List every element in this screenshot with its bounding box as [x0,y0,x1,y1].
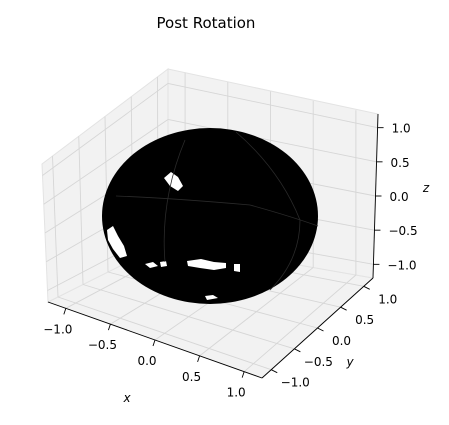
y-tick-1 [294,348,301,353]
x-tick-2 [152,339,156,347]
x-tick-1 [107,324,111,331]
sphere-wire-arc-1 [163,139,186,263]
sphere-surface [102,128,319,304]
highlight-patch-5 [234,264,240,272]
x-tick-0 [63,308,67,315]
x-tick-4 [241,371,245,378]
sphere-wire-arc-2 [235,131,301,291]
x-tick-label-1: −0.5 [88,338,117,352]
z-axis-label: z [422,181,430,195]
z-tick-label-4: 1.0 [392,122,411,136]
z-tick-label-1: −0.5 [388,224,417,238]
y-axis-label: y [345,355,354,369]
highlight-patch-4 [187,259,226,270]
y-grid-line-wall-0 [52,156,59,298]
y-grid-line-wall-1 [78,136,84,285]
sphere-body [102,128,318,304]
y-tick-2 [317,327,324,332]
z-tick-label-3: 0.5 [391,156,410,170]
sphere-wire-arc-0 [115,195,319,227]
z-tick-label-0: −1.0 [387,258,416,272]
x-axis-label: x [122,391,131,405]
z-grid-line-back-3 [167,119,377,163]
tick-marks [63,127,384,378]
x-tick-3 [197,355,201,362]
highlight-patch-1 [107,226,127,258]
z-tick-label-2: 0.0 [390,190,409,204]
y-tick-3 [340,306,347,311]
sphere-highlights [107,131,319,300]
y-tick-label-3: 0.5 [355,313,374,327]
y-tick-label-1: −0.5 [304,355,333,369]
highlight-patch-3 [160,261,167,267]
y-tick-label-2: 0.0 [332,334,351,348]
y-tick-4 [363,285,370,290]
z-grid-line-back-4 [167,82,378,129]
highlight-patch-2 [145,262,158,268]
y-tick-0 [271,369,278,374]
y-grid-line-floor-1 [82,284,295,350]
x-tick-label-3: 0.5 [182,370,201,384]
x-tick-label-2: 0.0 [137,354,156,368]
chart-title: Post Rotation [157,14,256,32]
y-grid-line-floor-0 [57,296,272,371]
y-tick-label-0: −1.0 [281,376,310,390]
tick-labels: −1.0 −0.5 0.0 0.5 1.0 −1.0 −0.5 0.0 0.5 1.0 −1.0 −0… [43,122,417,400]
y-tick-label-4: 1.0 [378,292,397,306]
highlight-patch-6 [205,295,218,300]
highlight-patch-0 [164,172,183,191]
x-tick-label-0: −1.0 [43,322,72,336]
x-tick-label-4: 1.0 [227,386,246,400]
